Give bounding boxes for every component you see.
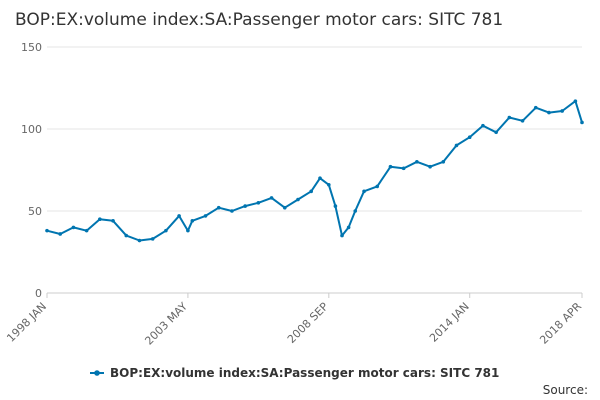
y-tick-label: 150 — [21, 41, 42, 54]
data-point[interactable] — [84, 228, 89, 233]
data-point[interactable] — [353, 209, 358, 213]
data-point[interactable] — [45, 228, 49, 233]
source-label: Source: — [543, 383, 588, 397]
grid — [47, 46, 582, 294]
data-point[interactable] — [230, 209, 234, 213]
y-tick-label: 50 — [28, 205, 42, 218]
x-tick-label: 2018 APR — [537, 300, 584, 347]
data-point[interactable] — [318, 176, 322, 180]
data-point[interactable] — [507, 115, 512, 120]
data-point[interactable] — [375, 184, 380, 189]
data-point[interactable] — [333, 204, 338, 208]
x-tick-label: 2003 MAY — [142, 300, 190, 348]
data-point[interactable] — [441, 160, 446, 164]
data-point[interactable] — [346, 225, 351, 230]
data-point[interactable] — [150, 237, 155, 241]
data-point[interactable] — [388, 164, 393, 169]
data-point[interactable] — [533, 105, 538, 110]
y-axis: 0 50 100 150 — [21, 41, 42, 300]
data-point[interactable] — [415, 160, 419, 164]
data-point[interactable] — [494, 130, 498, 135]
data-point[interactable] — [309, 189, 313, 194]
data-point[interactable] — [454, 143, 459, 148]
data-point[interactable] — [164, 228, 168, 233]
data-point[interactable] — [186, 228, 190, 233]
series — [45, 99, 584, 243]
chart-title: BOP:EX:volume index:SA:Passenger motor c… — [15, 10, 503, 30]
y-tick-label: 0 — [35, 287, 42, 300]
data-point[interactable] — [282, 205, 287, 210]
data-point[interactable] — [401, 166, 406, 171]
x-tick-label: 2008 SEP — [285, 300, 331, 346]
data-point[interactable] — [428, 164, 432, 169]
data-point[interactable] — [177, 214, 181, 218]
data-point[interactable] — [71, 225, 76, 230]
data-point[interactable] — [580, 120, 584, 125]
legend-marker-icon — [94, 370, 100, 376]
data-point[interactable] — [547, 110, 551, 115]
data-point[interactable] — [362, 189, 366, 194]
legend-label: BOP:EX:volume index:SA:Passenger motor c… — [110, 366, 499, 380]
data-point[interactable] — [481, 123, 485, 128]
data-point[interactable] — [243, 204, 247, 208]
data-point[interactable] — [98, 217, 102, 221]
x-tick-label: 1998 JAN — [4, 300, 49, 345]
data-point[interactable] — [269, 196, 274, 200]
data-point[interactable] — [190, 219, 195, 223]
data-point[interactable] — [520, 119, 525, 123]
data-point[interactable] — [467, 135, 472, 139]
data-point[interactable] — [137, 238, 142, 243]
data-point[interactable] — [216, 205, 221, 210]
data-point[interactable] — [256, 201, 261, 205]
data-point[interactable] — [573, 99, 578, 103]
x-axis: 1998 JAN 2003 MAY 2008 SEP 2014 JAN 2018 APR — [4, 292, 584, 348]
data-point[interactable] — [340, 233, 344, 238]
data-point[interactable] — [111, 219, 115, 223]
data-point[interactable] — [327, 182, 331, 187]
data-point[interactable] — [203, 214, 208, 218]
y-tick-label: 100 — [21, 123, 42, 136]
legend[interactable]: BOP:EX:volume index:SA:Passenger motor c… — [90, 366, 499, 380]
data-point[interactable] — [560, 109, 564, 113]
data-point[interactable] — [296, 197, 300, 202]
series-line — [46, 100, 583, 242]
data-point[interactable] — [58, 232, 63, 236]
data-point[interactable] — [124, 233, 129, 238]
x-tick-label: 2014 JAN — [427, 300, 472, 345]
